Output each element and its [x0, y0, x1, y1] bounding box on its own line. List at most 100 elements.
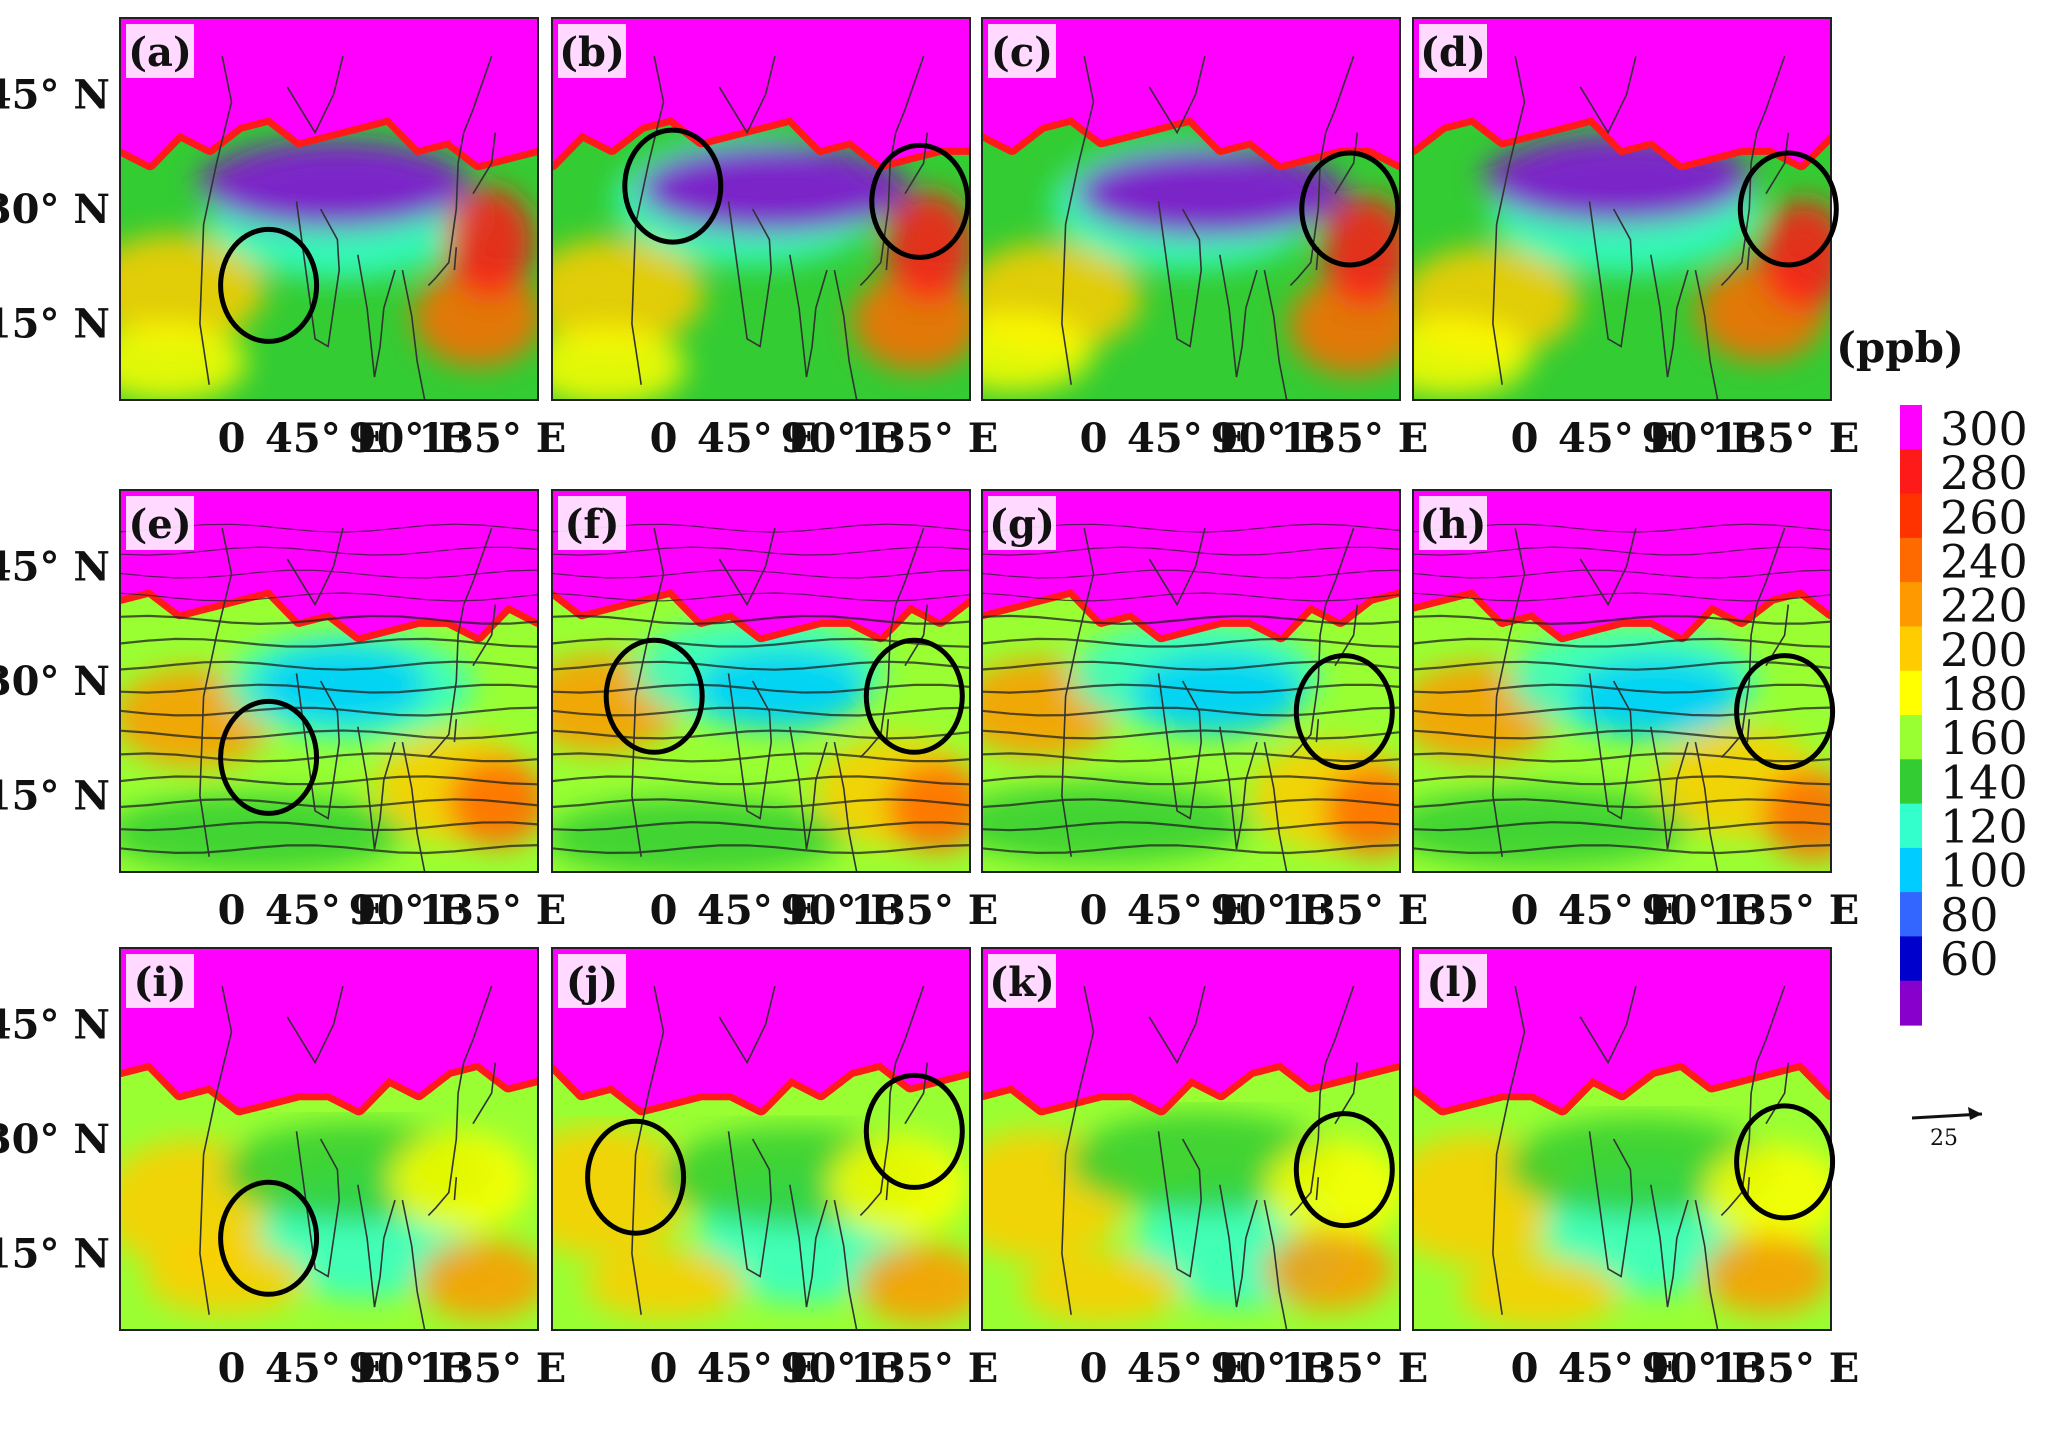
coastline: [1588, 673, 1634, 820]
map-field: [982, 948, 1400, 1330]
coastline: [859, 55, 925, 286]
longitude-tick-label: 135° E: [1711, 887, 1859, 934]
coastline: [1720, 985, 1786, 1216]
colorbar-tick-label: 240: [1940, 535, 2028, 589]
coastline: [833, 741, 858, 872]
wind-streamline: [552, 569, 970, 579]
longitude-tick-label: 45° E: [265, 887, 385, 934]
coastline: [1694, 269, 1719, 400]
coastline: [833, 269, 858, 400]
map-panel: (g): [981, 489, 1401, 873]
coastline: [286, 56, 344, 135]
colorbar-tick-label: 280: [1940, 446, 2028, 500]
field-blob: [1762, 770, 1831, 861]
coastline: [859, 527, 925, 758]
wind-streamline: [552, 546, 970, 556]
coastline: [199, 986, 233, 1315]
wind-streamline: [552, 775, 970, 786]
panel-frame: [119, 17, 539, 401]
coastline: [401, 741, 426, 872]
panel-frame: [981, 489, 1401, 873]
map-field: [552, 490, 970, 872]
map-field: [1413, 490, 1831, 872]
coastline: [472, 132, 497, 195]
colorbar-band: [1900, 759, 1922, 805]
map-panel: (j): [551, 947, 971, 1331]
highlight-circle: [585, 1118, 687, 1236]
colorbar-band: [1900, 670, 1922, 716]
panel-label: (c): [991, 29, 1053, 76]
field-blobs: [552, 135, 970, 400]
coastline: [427, 527, 493, 758]
field-blob: [857, 1244, 970, 1324]
map-field: [552, 18, 970, 400]
coastlines: [1492, 527, 1790, 872]
field-blob: [418, 1239, 538, 1320]
wind-scale: 25: [1911, 1107, 1983, 1151]
highlight-circle: [218, 1179, 320, 1297]
coastline: [789, 726, 828, 850]
coastline: [1579, 56, 1637, 135]
colorbar-band: [1900, 537, 1922, 583]
coastline: [727, 673, 773, 820]
wind-streamline: [120, 752, 538, 763]
coastline: [1650, 726, 1689, 850]
longitude-tick-label: 135° E: [850, 415, 998, 462]
longitude-tick-label: 90° E: [781, 887, 901, 934]
map-panel: (a): [119, 17, 539, 401]
coastline: [1334, 132, 1359, 195]
longitude-tick-label: 45° E: [1127, 887, 1247, 934]
wind-streamline: [120, 660, 538, 671]
coastlines: [199, 985, 497, 1330]
panel-frame: [551, 17, 971, 401]
coastline: [718, 56, 776, 135]
field-blob: [1460, 1257, 1620, 1328]
field-blob: [448, 757, 538, 848]
field-blob: [1133, 653, 1303, 734]
coastline: [453, 1177, 458, 1201]
coastlines: [631, 527, 929, 872]
coastline: [401, 269, 426, 400]
wind-streamline: [1413, 683, 1831, 694]
wind-streamline: [982, 546, 1400, 556]
coastline: [1148, 56, 1206, 135]
panel-label-box: [558, 954, 626, 1008]
latitude-tick-label: 45° N: [0, 543, 110, 590]
field-blob: [552, 1125, 690, 1256]
coastline: [472, 1062, 497, 1125]
wind-streamline: [120, 821, 538, 832]
latitude-tick-label: 15° N: [0, 1231, 110, 1278]
longitude-tick-label: 0: [650, 887, 678, 934]
coastline: [1650, 254, 1689, 378]
panel-label-box: [558, 24, 626, 78]
field-blob: [120, 322, 247, 400]
panel-frame: [551, 947, 971, 1331]
field-blob: [199, 139, 469, 230]
coastline: [1289, 55, 1355, 286]
coastline: [1061, 986, 1095, 1315]
wind-scale-arrowhead: [1968, 1107, 1982, 1120]
coastlines: [1492, 985, 1790, 1330]
map-panel: (c): [981, 17, 1401, 401]
wind-streamline: [120, 546, 538, 556]
panel-frame: [981, 947, 1401, 1331]
wind-streamline: [552, 592, 970, 602]
coastline: [1289, 985, 1355, 1216]
wind-streamline: [1413, 569, 1831, 579]
longitude-tick-label: 45° E: [697, 1345, 817, 1392]
map-field: [552, 948, 970, 1330]
field-blob: [146, 1244, 306, 1315]
coastline: [286, 528, 344, 607]
field-blob: [1702, 1234, 1831, 1315]
longitude-tick-label: 0: [650, 415, 678, 462]
high-ozone-core: [120, 18, 538, 164]
highlight-circle: [218, 226, 320, 344]
field-blobs: [120, 630, 538, 872]
coastline: [295, 201, 341, 348]
field-blobs: [1413, 134, 1831, 397]
longitude-tick-label: 135° E: [418, 1345, 566, 1392]
field-blob: [1321, 195, 1400, 306]
wind-streamline: [120, 569, 538, 579]
